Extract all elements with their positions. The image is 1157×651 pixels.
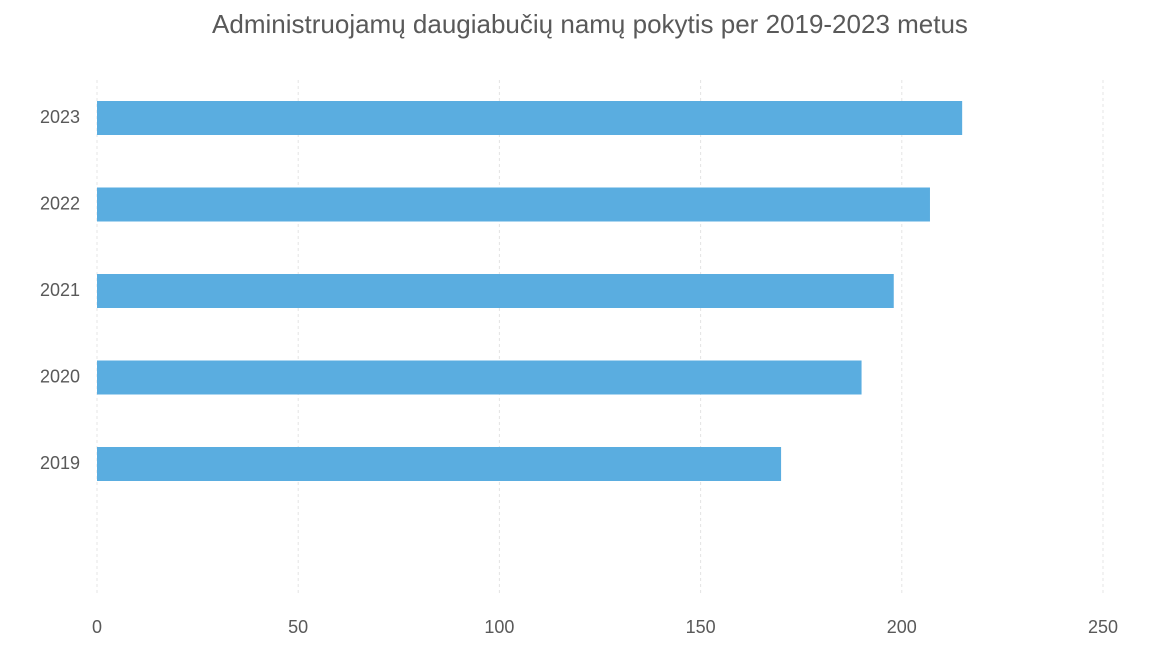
chart-title: Administruojamų daugiabučių namų pokytis… <box>212 9 968 39</box>
y-tick-label: 2022 <box>40 193 80 213</box>
bar <box>97 274 894 308</box>
y-tick-label: 2021 <box>40 280 80 300</box>
bar <box>97 187 930 222</box>
x-tick-label: 200 <box>887 617 917 637</box>
x-tick-label: 0 <box>92 617 102 637</box>
y-tick-label: 2023 <box>40 107 80 127</box>
x-tick-label: 50 <box>288 617 308 637</box>
y-tick-label: 2020 <box>40 366 80 386</box>
x-tick-label: 100 <box>484 617 514 637</box>
bar <box>97 360 862 395</box>
x-tick-label: 250 <box>1088 617 1118 637</box>
y-tick-label: 2019 <box>40 453 80 473</box>
bar <box>97 447 782 481</box>
x-tick-label: 150 <box>686 617 716 637</box>
bar <box>97 101 963 135</box>
